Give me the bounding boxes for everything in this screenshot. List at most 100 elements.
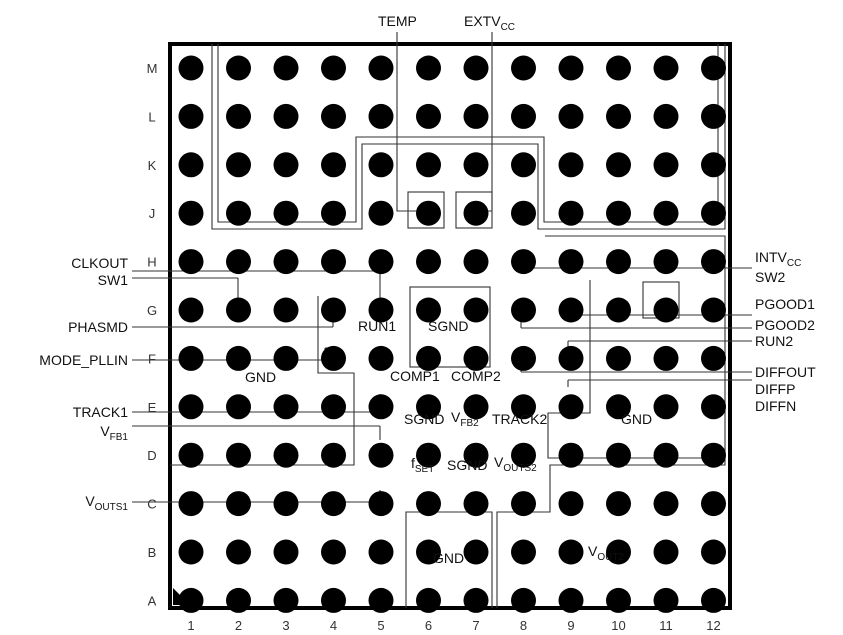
label-sgnd-lower: SGND [404,411,444,427]
ball-M8 [511,55,536,81]
ball-K8 [511,152,536,178]
label-sgnd-center: SGND [428,318,468,334]
ball-E12 [701,394,726,420]
ball-B4 [321,539,346,565]
ball-M7 [463,55,489,81]
ball-M11 [653,55,679,81]
label-vouts2: VOUTS2 [494,454,537,474]
ball-E2 [226,394,251,420]
ball-C2 [226,491,251,517]
column-label-10: 10 [611,618,625,633]
row-label-E: E [148,400,157,415]
ball-K3 [273,152,299,178]
ball-J2 [226,200,251,226]
ball-J9 [558,200,584,226]
ball-G6 [416,297,441,323]
ball-G3 [273,297,299,323]
label-comp2: COMP2 [451,368,501,384]
ball-A10 [606,587,631,613]
ball-A2 [226,587,251,613]
label-run2: RUN2 [755,333,793,349]
ball-J7 [463,200,489,226]
ball-H3 [273,249,299,275]
row-label-L: L [148,109,155,124]
label-sw1: SW1 [98,272,129,288]
ball-D6 [416,442,441,468]
label-extvcc: EXTVCC [464,13,515,33]
label-mode-pllin: MODE_PLLIN [39,352,128,368]
ball-G5 [368,297,394,323]
ball-L12 [701,103,726,129]
label-gnd-bottom: GND [433,550,464,566]
ball-B7 [463,539,489,565]
ball-C11 [653,491,679,517]
ball-A3 [273,587,299,613]
ball-E1 [178,394,204,420]
ball-G10 [606,297,631,323]
ball-F8 [511,345,536,371]
ball-E4 [321,394,346,420]
ball-M3 [273,55,299,81]
ball-C8 [511,491,536,517]
package-outline [168,42,732,610]
ball-J5 [368,200,394,226]
label-phasmd: PHASMD [68,319,128,335]
label-vout2: VOUT2 [588,543,624,563]
ball-E9 [558,394,584,420]
ball-D4 [321,442,346,468]
ball-M5 [368,55,394,81]
row-label-M: M [147,61,158,76]
ball-D1 [178,442,204,468]
column-label-4: 4 [330,618,337,633]
column-label-1: 1 [187,618,194,633]
column-label-2: 2 [235,618,242,633]
ball-L9 [558,103,584,129]
label-run1: RUN1 [358,318,396,334]
ball-H7 [463,249,489,275]
ball-J3 [273,200,299,226]
ball-C7 [463,491,489,517]
ball-L10 [606,103,631,129]
ball-C1 [178,491,204,517]
ball-D12 [701,442,726,468]
ball-A8 [511,587,536,613]
ball-K12 [701,152,726,178]
ball-A12 [701,587,726,613]
ball-L8 [511,103,536,129]
ball-H1 [178,249,204,275]
ball-K11 [653,152,679,178]
ball-K1 [178,152,204,178]
ball-M2 [226,55,251,81]
ball-L7 [463,103,489,129]
ball-B11 [653,539,679,565]
ball-M4 [321,55,346,81]
ball-D5 [368,442,394,468]
ball-K10 [606,152,631,178]
ball-H4 [321,249,346,275]
ball-K9 [558,152,584,178]
ball-L4 [321,103,346,129]
ball-H5 [368,249,394,275]
ball-C3 [273,491,299,517]
ball-G4 [321,297,346,323]
ball-M6 [416,55,441,81]
ball-G11 [653,297,679,323]
column-label-7: 7 [472,618,479,633]
ball-grid [178,55,726,613]
ball-D9 [558,442,584,468]
label-vouts1: VOUTS1 [85,493,128,513]
ball-J1 [178,200,204,226]
ball-A1 [178,587,204,613]
ball-H12 [701,249,726,275]
ball-B6 [416,539,441,565]
ball-C6 [416,491,441,517]
ball-K2 [226,152,251,178]
row-label-J: J [149,206,156,221]
label-vfb2: VFB2 [451,409,479,429]
ball-F2 [226,345,251,371]
ball-F4 [321,345,346,371]
ball-E6 [416,394,441,420]
ball-D11 [653,442,679,468]
ball-C10 [606,491,631,517]
